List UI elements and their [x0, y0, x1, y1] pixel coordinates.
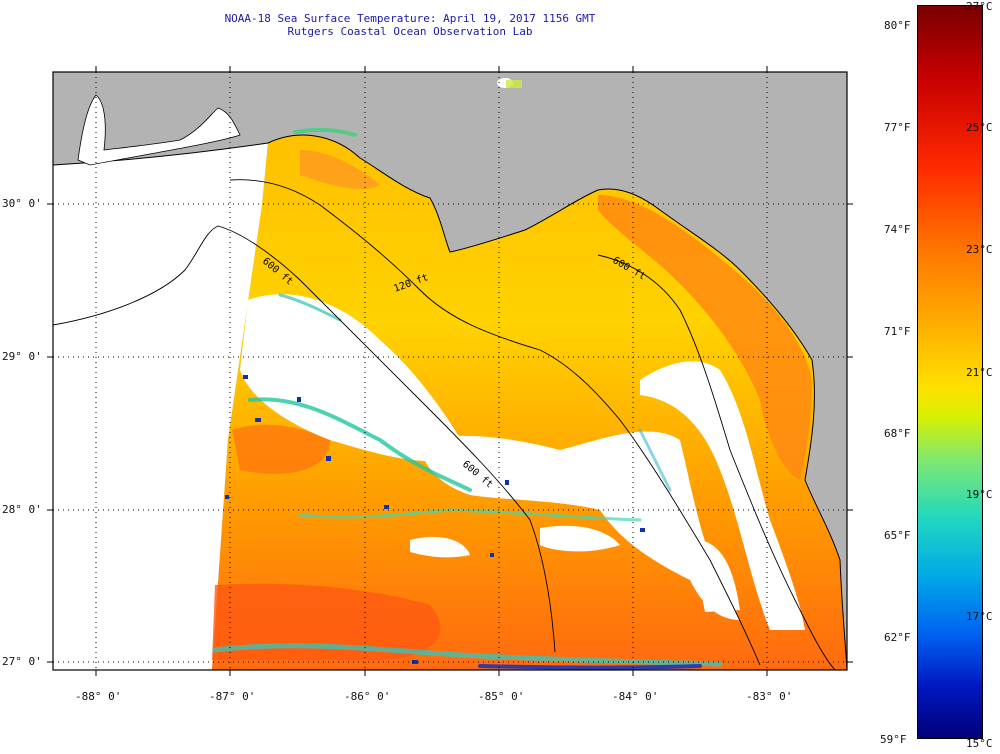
- lat-label: 29° 0': [2, 350, 42, 363]
- frame-ticks: [47, 66, 853, 676]
- cold-specks: [225, 375, 645, 664]
- map-subtitle: Rutgers Coastal Ocean Observation Lab: [287, 25, 533, 38]
- lat-label: 28° 0': [2, 503, 42, 516]
- celsius-label: 25°C: [966, 121, 993, 134]
- fahrenheit-label: 80°F: [884, 19, 911, 32]
- bathymetry-contours: [53, 179, 836, 670]
- lon-label: -85° 0': [478, 690, 525, 703]
- fahrenheit-label: 68°F: [884, 427, 911, 440]
- celsius-label: 15°C: [966, 737, 993, 750]
- lat-label: 30° 0': [2, 197, 42, 210]
- celsius-label: 21°C: [966, 366, 993, 379]
- map-title: NOAA-18 Sea Surface Temperature: April 1…: [224, 12, 596, 25]
- fahrenheit-label: 71°F: [884, 325, 911, 338]
- warm-coastal-band: [598, 195, 812, 480]
- lat-label: 27° 0': [2, 655, 42, 668]
- fahrenheit-label: 62°F: [884, 631, 911, 644]
- fahrenheit-label: 77°F: [884, 121, 911, 134]
- lon-label: -84° 0': [612, 690, 659, 703]
- lon-label: -87° 0': [209, 690, 256, 703]
- celsius-label: 23°C: [966, 243, 993, 256]
- fahrenheit-label: 65°F: [884, 529, 911, 542]
- fahrenheit-label: 59°F: [880, 733, 907, 746]
- temperature-colorbar: [917, 5, 983, 739]
- coastline: [53, 134, 847, 670]
- cool-fringes: [212, 127, 723, 670]
- lon-label: -83° 0': [746, 690, 793, 703]
- lon-label: -86° 0': [344, 690, 391, 703]
- celsius-label: 17°C: [966, 610, 993, 623]
- celsius-label: 27°C: [966, 0, 993, 13]
- celsius-label: 19°C: [966, 488, 993, 501]
- lon-label: -88° 0': [75, 690, 122, 703]
- no-data-region: [53, 143, 268, 670]
- fahrenheit-label: 74°F: [884, 223, 911, 236]
